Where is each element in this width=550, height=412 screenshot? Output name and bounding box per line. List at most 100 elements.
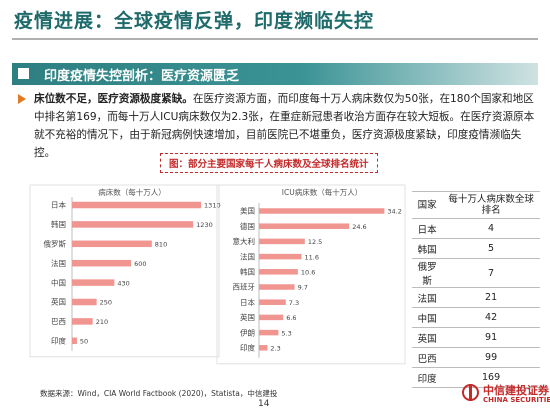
ranking-table: 国家 每十万人病床数全球排名 日本 4 韩国 5 俄罗斯 7 法国 21 中国 42 英国 91 巴西 9… <box>412 191 540 388</box>
table-row: 日本 4 <box>412 218 540 239</box>
table-cell-country: 印度 <box>412 367 443 388</box>
bar <box>72 318 93 325</box>
bar <box>72 298 97 306</box>
data-label: 10.6 <box>301 269 315 277</box>
table-row: 俄罗斯 7 <box>412 258 540 288</box>
bar <box>72 221 194 228</box>
table-cell-country: 英国 <box>412 327 443 348</box>
bar <box>72 240 152 248</box>
bar <box>259 238 305 245</box>
bar <box>259 269 298 275</box>
banner-title: 印度疫情失控剖析：医疗资源匮乏 <box>44 69 240 84</box>
data-label: 1230 <box>196 221 213 229</box>
title-divider <box>12 38 538 40</box>
bar <box>259 314 284 321</box>
data-label: 34.2 <box>387 208 401 216</box>
category-label: 日本 <box>51 200 66 210</box>
bar <box>259 253 302 260</box>
logo-mark-icon <box>462 384 479 401</box>
category-label: 德国 <box>240 221 255 231</box>
data-label: 810 <box>155 241 167 249</box>
chart-caption: 图：部分主要国家每千人病床数及全球排名统计 <box>160 153 378 173</box>
table-cell-country: 韩国 <box>412 238 443 259</box>
bar <box>259 345 268 351</box>
table-cell-rank: 21 <box>442 287 540 308</box>
table-cell-country: 中国 <box>412 307 443 328</box>
table-cell-country: 日本 <box>412 218 443 239</box>
bar <box>72 259 132 267</box>
bar <box>259 299 286 305</box>
table-cell-country: 俄罗斯 <box>412 258 443 288</box>
table-row: 巴西 99 <box>412 347 540 368</box>
bar <box>72 337 77 345</box>
category-label: 中国 <box>51 277 66 287</box>
bullet-arrow-icon <box>18 94 26 104</box>
logo-name-cn: 中信建投证券 <box>483 384 549 397</box>
data-label: 210 <box>96 318 108 326</box>
table-cell-rank: 169 <box>442 367 540 388</box>
data-label: 12.5 <box>308 238 322 246</box>
table-header-rank: 每十万人病床数全球排名 <box>442 191 540 219</box>
table-row: 英国 91 <box>412 327 540 348</box>
table-cell-rank: 99 <box>442 347 540 368</box>
data-label: 5.3 <box>281 329 291 337</box>
data-label: 11.6 <box>305 253 319 261</box>
data-label: 9.7 <box>298 284 308 292</box>
data-label: 7.3 <box>289 299 299 307</box>
data-label: 2.3 <box>270 345 280 353</box>
category-label: 美国 <box>240 206 255 216</box>
table-cell-rank: 5 <box>442 238 540 259</box>
bar <box>259 329 279 336</box>
category-label: 英国 <box>51 297 66 307</box>
category-label: 意大利 <box>233 236 256 246</box>
chart-title: ICU病床数（每十万人） <box>282 187 362 197</box>
body-paragraph: 床位数不足，医疗资源极度紧缺。在医疗资源方面，而印度每十万人病床数仅为50张，在… <box>34 90 539 162</box>
chart-frame <box>29 184 220 358</box>
table-cell-rank: 91 <box>442 327 540 348</box>
bar <box>259 284 295 290</box>
category-label: 伊朗 <box>240 327 255 337</box>
category-label: 法国 <box>240 251 255 261</box>
table-row: 中国 42 <box>412 307 540 328</box>
chart-title: 病床数（每十万人） <box>98 187 166 197</box>
category-label: 英国 <box>240 312 255 322</box>
chart-frame <box>216 184 406 365</box>
category-label: 印度 <box>240 343 255 353</box>
page-title: 疫情进展：全球疫情反弹，印度濒临失控 <box>14 10 375 32</box>
category-label: 法国 <box>51 258 66 268</box>
category-label: 韩国 <box>240 267 255 277</box>
data-label: 600 <box>134 260 146 268</box>
table-row: 韩国 5 <box>412 238 540 259</box>
table-header-country: 国家 <box>412 191 443 219</box>
logo-name-en: CHINA SECURITIES <box>483 396 550 404</box>
company-logo: 中信建投证券 CHINA SECURITIES <box>462 382 550 410</box>
table-row: 印度 169 <box>412 367 540 388</box>
data-label: 50 <box>80 338 88 346</box>
bar <box>72 279 115 286</box>
data-label: 430 <box>117 279 129 287</box>
section-banner <box>12 63 538 85</box>
banner-square-icon <box>18 68 29 79</box>
category-label: 巴西 <box>51 317 66 326</box>
page-number: 14 <box>258 399 270 409</box>
data-source: 数据来源：Wind，CIA World Factbook (2020)，Stat… <box>40 389 278 398</box>
category-label: 日本 <box>240 297 255 307</box>
data-label: 6.6 <box>286 314 296 322</box>
data-label: 250 <box>100 299 112 307</box>
table-row: 法国 21 <box>412 287 540 308</box>
table-cell-country: 法国 <box>412 287 443 308</box>
bar <box>259 223 350 229</box>
category-label: 西班牙 <box>233 282 256 292</box>
paragraph-text: 在医疗资源方面，而印度每十万人病床数仅为50张，在180个国家和地区中排名第16… <box>34 93 535 159</box>
category-label: 韩国 <box>51 219 66 229</box>
table-cell-rank: 42 <box>442 307 540 328</box>
data-label: 1310 <box>204 202 221 210</box>
data-label: 24.6 <box>352 223 366 231</box>
category-label: 俄罗斯 <box>44 239 67 249</box>
bar <box>72 201 202 209</box>
table-cell-rank: 4 <box>442 218 540 239</box>
paragraph-lead: 床位数不足，医疗资源极度紧缺。 <box>34 93 193 105</box>
bar <box>259 208 385 214</box>
table-cell-country: 巴西 <box>412 347 443 368</box>
